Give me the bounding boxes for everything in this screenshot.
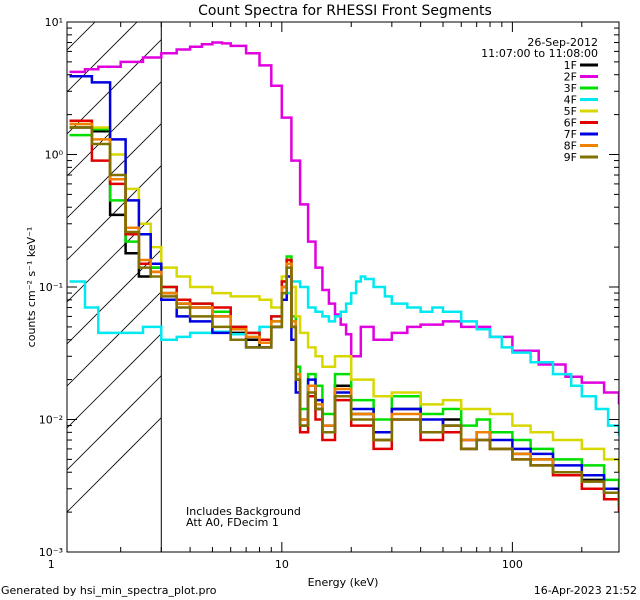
generated-by-text: Generated by hsi_min_spectra_plot.pro <box>1 584 217 597</box>
x-tick-label: 100 <box>502 558 523 571</box>
y-tick-label: 10⁻¹ <box>39 281 63 294</box>
y-tick-label: 10⁰ <box>45 149 64 162</box>
y-tick-label: 10⁻² <box>39 414 63 427</box>
hatch-line <box>67 0 161 8</box>
legend-label: 1F <box>564 59 577 72</box>
x-tick-label: 10 <box>275 558 289 571</box>
x-tick-label: 1 <box>48 558 55 571</box>
series-line-9f <box>69 126 619 507</box>
plot-frame <box>66 21 620 553</box>
legend-label: 6F <box>564 117 577 130</box>
hatch-line <box>67 417 162 513</box>
legend-label: 2F <box>564 71 577 84</box>
y-tick-label: 10¹ <box>45 16 63 29</box>
annotation-attenuator: Att A0, FDecim 1 <box>186 516 279 529</box>
time-range-label: 11:07:00 to 11:08:00 <box>481 47 598 60</box>
axis-ticks: 1 10 100 10⁻³ 10⁻² 10⁻¹ 10⁰ 10¹ <box>39 16 619 571</box>
hatch-line <box>67 22 138 93</box>
y-tick-label: 10⁻³ <box>39 546 63 559</box>
legend-label: 8F <box>564 140 577 153</box>
annotation-background: Includes Background <box>186 505 301 518</box>
hatch-line <box>67 333 162 429</box>
hatch-line <box>67 249 162 345</box>
legend-label: 7F <box>564 128 577 141</box>
hatch-line <box>67 39 162 135</box>
hatch-line <box>67 291 162 387</box>
legend-label: 9F <box>564 151 577 164</box>
hatch-line <box>67 22 96 51</box>
series-line-5f <box>69 122 619 473</box>
hatch-line <box>67 123 162 219</box>
series-line-7f <box>69 74 619 502</box>
hatch-line <box>67 81 162 177</box>
chart-title: Count Spectra for RHESSI Front Segments <box>198 3 492 19</box>
hatch-line <box>67 207 162 303</box>
series-lines <box>69 41 619 513</box>
legend-label: 5F <box>564 105 577 118</box>
timestamp-text: 16-Apr-2023 21:52 <box>533 584 637 597</box>
legend-label: 3F <box>564 82 577 95</box>
hatch-line <box>67 165 162 261</box>
x-axis-label: Energy (keV) <box>308 576 379 589</box>
legend-label: 4F <box>564 94 577 107</box>
date-label: 26-Sep-2012 <box>527 36 598 49</box>
series-line-2f <box>69 41 619 405</box>
hatch-line <box>67 375 162 471</box>
y-axis-label: counts cm⁻² s⁻¹ keV⁻¹ <box>25 227 38 348</box>
